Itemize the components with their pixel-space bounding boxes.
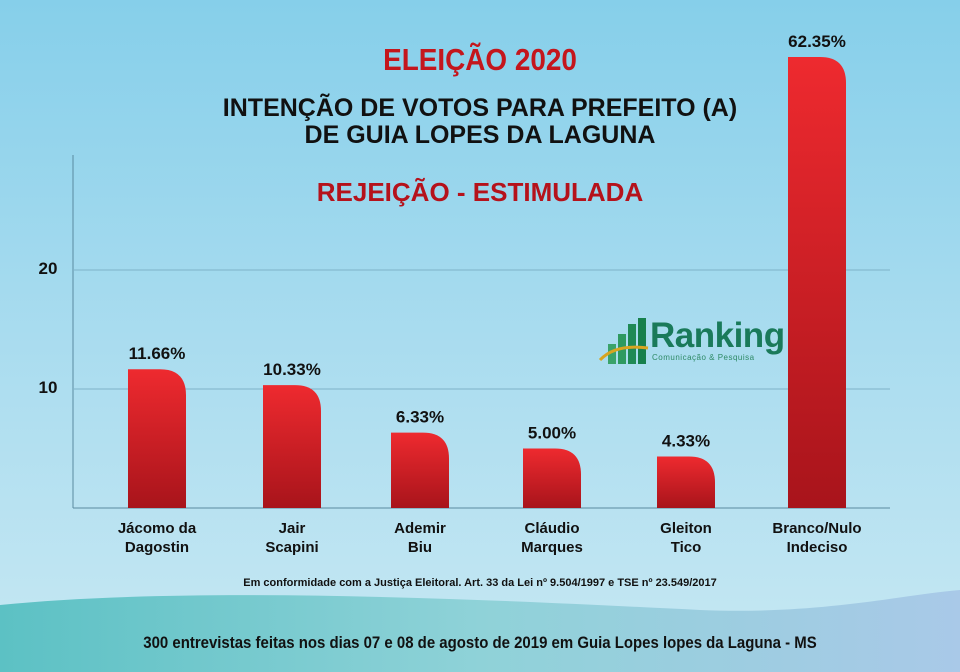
survey-source: 300 entrevistas feitas nos dias 07 e 08 … [143,633,817,652]
x-tick-label: Biu [408,539,432,556]
x-tick-label: Gleiton [660,520,712,537]
x-tick-label: Tico [671,539,702,556]
x-tick-label: Scapini [265,539,318,556]
bar [128,369,186,508]
y-tick-label: 10 [39,378,58,397]
x-tick-label: Dagostin [125,539,189,556]
bar [523,448,581,508]
x-tick-label: Ademir [394,520,446,537]
data-label: 10.33% [263,360,321,379]
x-tick-label: Indeciso [787,539,848,556]
x-tick-label: Branco/Nulo [772,520,861,537]
bar [788,57,846,508]
logo-bars-icon [598,318,649,364]
chart-title: ELEIÇÃO 2020 [383,42,577,77]
chart-section-title: REJEIÇÃO - ESTIMULADA [316,177,644,207]
bottom-wave [0,590,960,672]
logo-name: Ranking [650,316,785,355]
ranking-logo: Ranking Comunicação & Pesquisa [598,316,785,366]
legal-footnote: Em conformidade com a Justiça Eleitoral.… [243,577,717,589]
logo-tagline: Comunicação & Pesquisa [652,353,755,362]
bar [657,456,715,508]
x-tick-label: Jair [279,520,306,537]
chart-subtitle-line2: DE GUIA LOPES DA LAGUNA [304,121,656,149]
bar [263,385,321,508]
x-tick-label: Jácomo da [118,520,197,537]
bar [391,432,449,508]
chart-subtitle-line1: INTENÇÃO DE VOTOS PARA PREFEITO (A) [222,94,738,122]
y-tick-label: 20 [39,259,58,278]
x-tick-label: Marques [521,539,583,556]
data-label: 11.66% [129,344,186,363]
data-label: 5.00% [528,424,576,443]
data-label: 62.35% [788,32,846,51]
data-label: 6.33% [396,408,444,427]
x-tick-label: Cláudio [525,520,580,537]
data-label: 4.33% [662,431,710,450]
